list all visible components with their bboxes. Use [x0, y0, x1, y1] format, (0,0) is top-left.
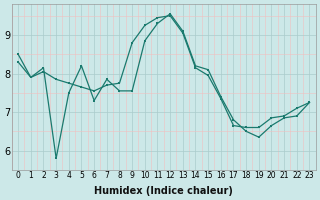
X-axis label: Humidex (Indice chaleur): Humidex (Indice chaleur) [94, 186, 233, 196]
